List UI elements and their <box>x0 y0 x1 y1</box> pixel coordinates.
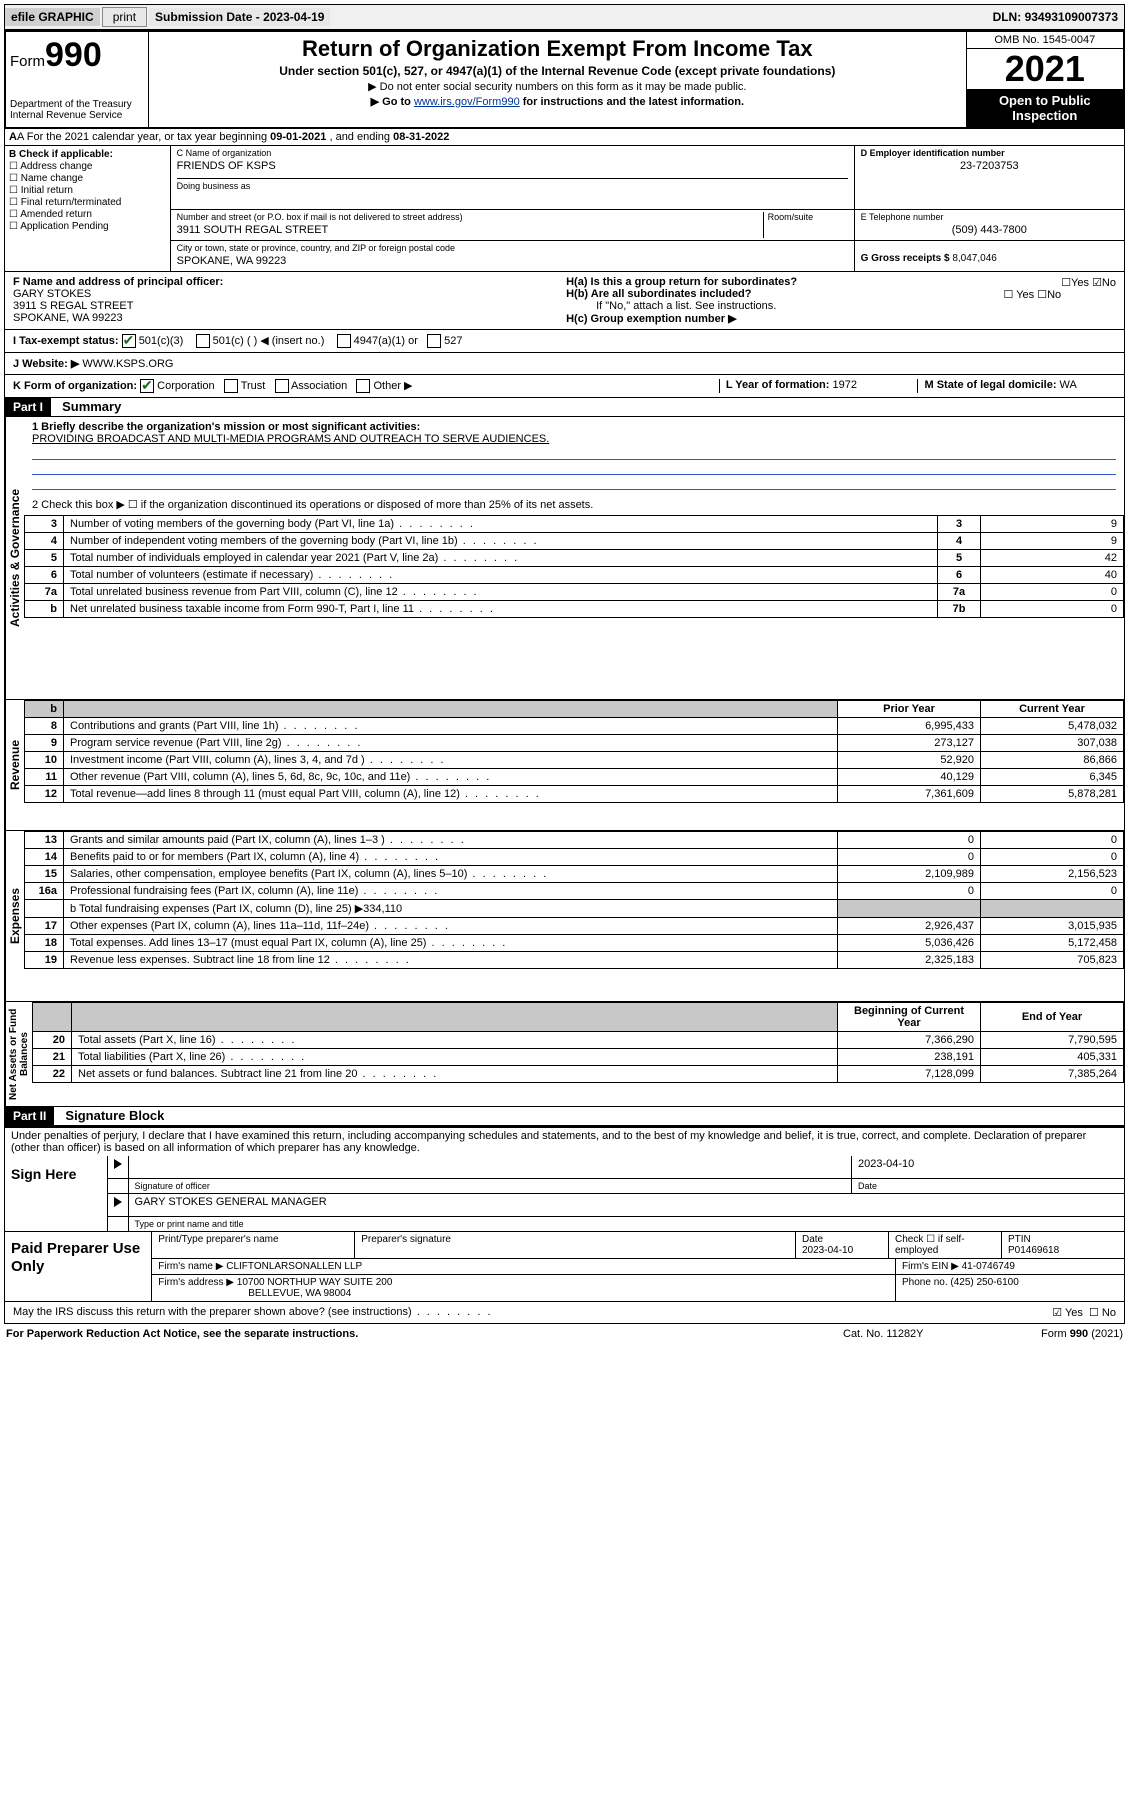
arrow-icon <box>114 1197 122 1207</box>
form-number-block: Form990 Department of the Treasury Inter… <box>6 32 149 127</box>
omb-year-block: OMB No. 1545-0047 2021 Open to Public In… <box>966 32 1123 127</box>
efile-label: efile GRAPHIC <box>5 8 100 26</box>
signature-block: Under penalties of perjury, I declare th… <box>4 1126 1125 1324</box>
netassets-table: Beginning of Current YearEnd of Year 20T… <box>32 1002 1124 1083</box>
501c3-checkbox[interactable] <box>122 334 136 348</box>
part2-header: Part II Signature Block <box>4 1107 1125 1126</box>
ein: 23-7203753 <box>861 158 1118 174</box>
phone: (509) 443-7800 <box>861 222 1118 238</box>
form-title-block: Return of Organization Exempt From Incom… <box>149 32 966 127</box>
part1-body: Activities & Governance 1 Briefly descri… <box>4 417 1125 700</box>
expenses-table: 13Grants and similar amounts paid (Part … <box>24 831 1124 969</box>
top-bar: efile GRAPHIC print Submission Date - 20… <box>4 4 1125 30</box>
instructions-link[interactable]: www.irs.gov/Form990 <box>414 96 520 108</box>
website: WWW.KSPS.ORG <box>82 358 173 370</box>
officer-group-block: F Name and address of principal officer:… <box>4 272 1125 398</box>
form-header: Form990 Department of the Treasury Inter… <box>4 30 1125 129</box>
dln: DLN: 93493109007373 <box>987 8 1124 26</box>
revenue-table: bPrior YearCurrent Year 8Contributions a… <box>24 700 1124 803</box>
submission-date: Submission Date - 2023-04-19 <box>149 8 330 26</box>
part1-header: Part I Summary <box>4 398 1125 417</box>
org-name: FRIENDS OF KSPS <box>177 158 848 174</box>
gross-receipts: 8,047,046 <box>952 253 997 264</box>
check-applicable: B Check if applicable: ☐ Address change … <box>5 146 171 271</box>
arrow-icon <box>114 1159 122 1169</box>
mission: PROVIDING BROADCAST AND MULTI-MEDIA PROG… <box>32 433 1116 445</box>
governance-table: 3Number of voting members of the governi… <box>24 515 1124 618</box>
org-info-block: B Check if applicable: ☐ Address change … <box>4 146 1125 272</box>
print-button[interactable]: print <box>102 7 147 27</box>
footer: For Paperwork Reduction Act Notice, see … <box>4 1324 1125 1344</box>
tax-year-row: AA For the 2021 calendar year, or tax ye… <box>4 129 1125 146</box>
